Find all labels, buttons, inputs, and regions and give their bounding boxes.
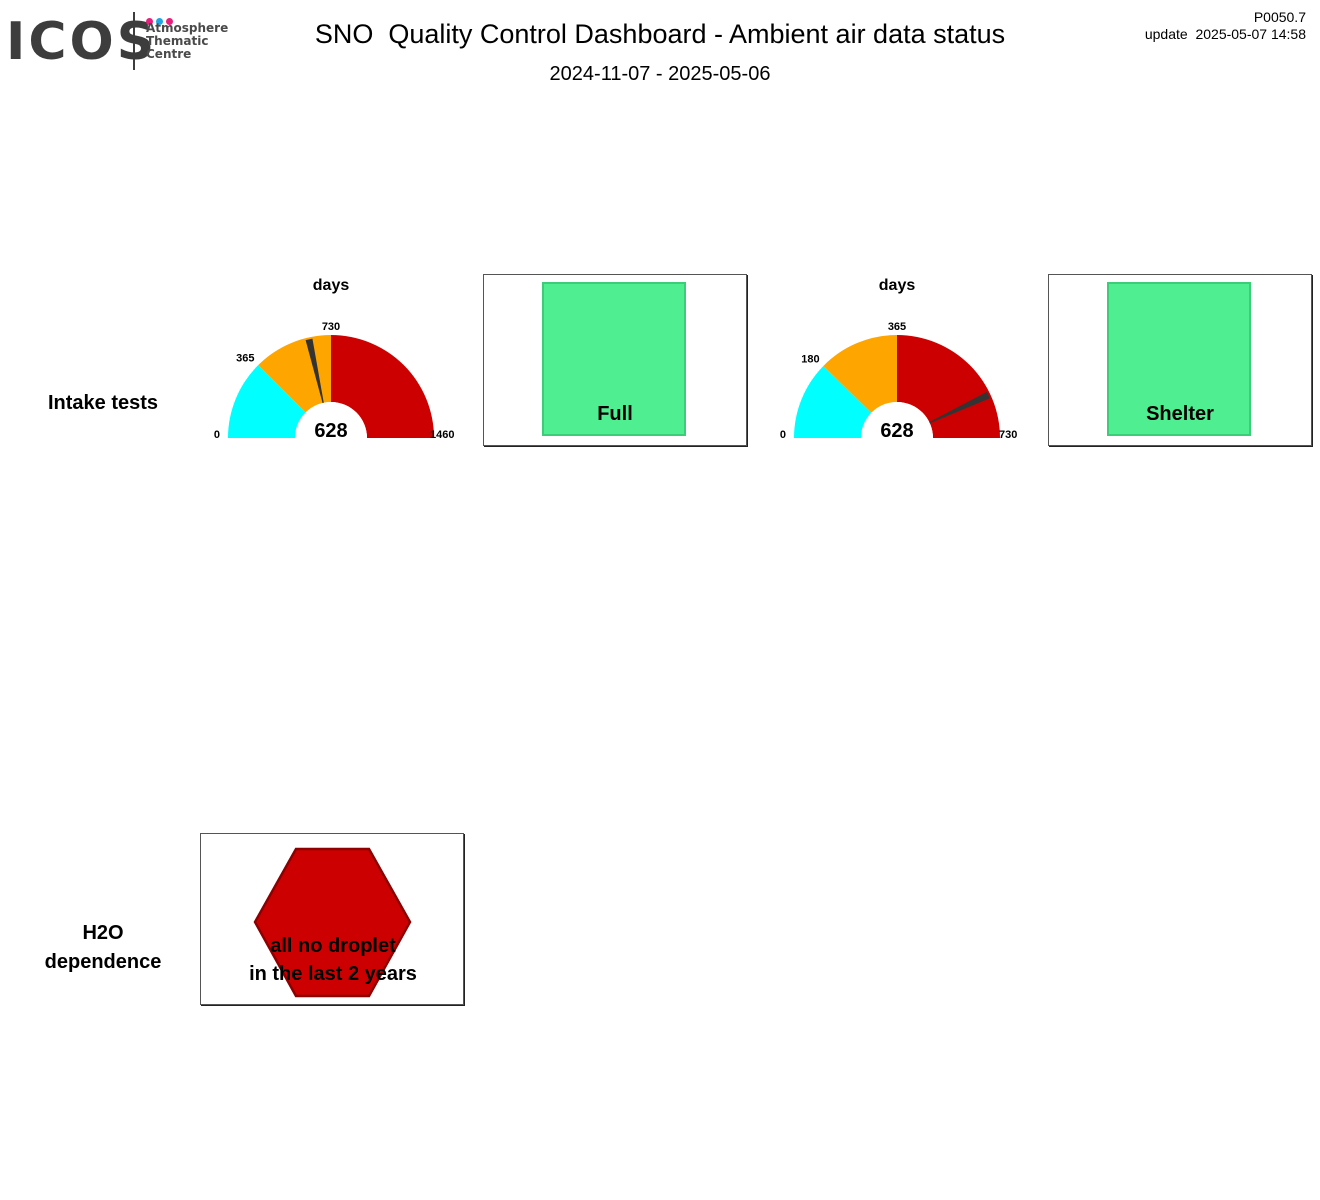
logo-dot bbox=[146, 18, 153, 25]
gauge-band bbox=[897, 335, 1000, 438]
gauge-baseline-mask bbox=[200, 438, 470, 450]
status-indicator bbox=[542, 282, 686, 436]
logo-dot bbox=[166, 18, 173, 25]
logo-subtitle-line: Centre bbox=[146, 47, 192, 61]
logo-subtitle: Atmosphere Thematic Centre bbox=[146, 22, 228, 61]
logo-dot bbox=[156, 18, 163, 25]
status-label: Shelter bbox=[1146, 403, 1214, 425]
logo-subtitle-line: Atmosphere bbox=[146, 21, 229, 35]
logo-wordmark: ICOS bbox=[6, 12, 158, 72]
h2o-status-line: all no droplet bbox=[270, 935, 396, 957]
gauge-unit-label: days bbox=[313, 277, 350, 294]
gauge-tick-label: 730 bbox=[999, 429, 1017, 441]
gauge-value-label: 628 bbox=[314, 420, 347, 442]
logo-subtitle-line: Thematic bbox=[146, 34, 209, 48]
hexagon-status-icon bbox=[253, 847, 412, 998]
gauge-unit-label: days bbox=[879, 277, 916, 294]
gauge-tick-label: 0 bbox=[780, 429, 786, 441]
gauge-band bbox=[228, 365, 306, 438]
gauge-needle bbox=[916, 391, 990, 429]
status-indicator bbox=[1107, 282, 1251, 436]
gauge-needle bbox=[305, 338, 327, 417]
gauge-tick-label: 0 bbox=[214, 429, 220, 441]
row-label-h2o-dependence: H2O dependence bbox=[13, 919, 193, 977]
gauge-band bbox=[823, 335, 897, 413]
gauge-baseline-mask bbox=[766, 438, 1036, 450]
row-label-intake-tests: Intake tests bbox=[47, 392, 159, 414]
status-label: Full bbox=[597, 403, 633, 425]
row-label-line: dependence bbox=[44, 951, 162, 973]
gauge-tick-label: 730 bbox=[322, 321, 340, 333]
version-label: P0050.7 bbox=[1253, 9, 1306, 25]
icos-logo: ICOS Atmosphere Thematic Centre bbox=[6, 8, 228, 74]
gauge-band bbox=[331, 335, 434, 438]
logo-dots bbox=[146, 12, 176, 30]
status-box-full: Full bbox=[483, 274, 747, 446]
gauge-shelter-days: days 0 180 365 730 628 bbox=[766, 277, 1036, 450]
gauge-intake-days: days 0 365 730 1460 628 bbox=[200, 277, 470, 450]
gauge-tick-label: 1460 bbox=[430, 429, 454, 441]
h2o-status-line: in the last 2 years bbox=[249, 963, 417, 985]
row-label-line: H2O bbox=[82, 922, 124, 944]
date-range: 2024-11-07 - 2025-05-06 bbox=[549, 63, 771, 85]
gauge-band bbox=[794, 365, 872, 438]
gauge-tick-label: 365 bbox=[888, 321, 906, 333]
status-box-shelter: Shelter bbox=[1048, 274, 1312, 446]
logo-divider bbox=[133, 12, 135, 70]
page-title: SNO Quality Control Dashboard - Ambient … bbox=[314, 19, 1006, 49]
status-box-h2o: all no droplet in the last 2 years bbox=[200, 833, 464, 1005]
gauge-tick-label: 365 bbox=[236, 353, 254, 365]
h2o-status-text: all no droplet in the last 2 years bbox=[201, 932, 465, 988]
gauge-tick-label: 180 bbox=[801, 353, 819, 365]
gauge-value-label: 628 bbox=[880, 420, 913, 442]
update-timestamp: update 2025-05-07 14:58 bbox=[1144, 26, 1306, 42]
